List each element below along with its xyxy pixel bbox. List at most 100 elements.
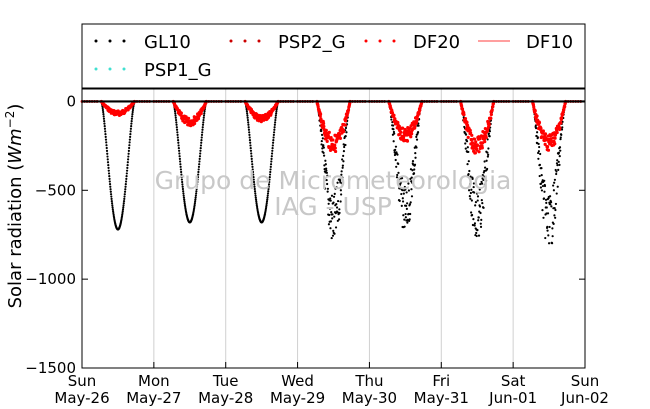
point-gl10 [267, 190, 270, 193]
point-gl10 [173, 110, 177, 113]
point-gl10 [471, 177, 474, 180]
point-gl10 [542, 197, 546, 200]
point-gl10 [201, 123, 205, 126]
point-df20 [469, 138, 474, 142]
point-gl10 [194, 196, 197, 199]
legend: GL10 PSP2_G DF20 DF10 PSP1_G [81, 23, 586, 89]
point-gl10 [548, 225, 551, 229]
point-gl10 [325, 171, 328, 174]
point-gl10 [488, 135, 491, 138]
point-gl10 [415, 135, 418, 138]
point-gl10 [337, 218, 341, 221]
point-gl10 [246, 114, 249, 117]
point-gl10 [407, 182, 410, 185]
point-gl10 [120, 215, 124, 218]
point-gl10 [174, 112, 177, 115]
point-gl10 [469, 191, 472, 195]
point-gl10 [179, 160, 182, 163]
point-gl10 [405, 207, 408, 210]
point-gl10 [415, 138, 419, 141]
point-gl10 [248, 133, 251, 136]
x-tick-date-6: Jun-01 [488, 389, 537, 407]
point-gl10 [183, 198, 186, 201]
point-gl10 [467, 189, 471, 192]
point-gl10 [106, 152, 109, 155]
point-gl10 [104, 135, 107, 138]
point-gl10 [480, 182, 484, 185]
point-gl10 [328, 213, 331, 217]
point-df20 [483, 140, 487, 144]
point-gl10 [129, 135, 132, 138]
point-gl10 [475, 192, 479, 195]
y-axis-ticks: 0 −500 −1000 −1500 [25, 92, 585, 377]
point-gl10 [249, 149, 253, 152]
x-tick-weekday-5: Fri [432, 372, 450, 390]
point-gl10 [265, 205, 268, 208]
point-gl10 [104, 130, 107, 133]
point-gl10 [274, 121, 277, 124]
point-gl10 [253, 183, 256, 186]
point-gl10 [464, 147, 467, 150]
point-gl10 [467, 173, 470, 176]
point-gl10 [534, 124, 537, 127]
point-gl10 [402, 192, 405, 195]
point-gl10 [125, 172, 128, 175]
point-gl10 [107, 169, 110, 172]
legend-label-psp2-g: PSP2_G [278, 32, 346, 53]
point-gl10 [249, 144, 252, 147]
point-gl10 [181, 180, 184, 184]
point-gl10 [404, 216, 407, 219]
point-gl10 [322, 154, 326, 157]
point-gl10 [270, 157, 273, 160]
point-gl10 [196, 175, 200, 179]
point-df20 [465, 120, 469, 124]
point-gl10 [255, 200, 258, 203]
point-gl10 [341, 176, 344, 179]
point-gl10 [127, 152, 130, 155]
point-gl10 [477, 216, 480, 219]
point-gl10 [553, 178, 557, 181]
point-df20 [489, 112, 493, 117]
point-gl10 [472, 218, 475, 221]
point-gl10 [342, 154, 345, 157]
point-df20 [331, 138, 335, 142]
point-gl10 [335, 206, 339, 209]
point-gl10 [102, 115, 105, 118]
point-df20 [405, 139, 410, 143]
point-gl10 [486, 138, 489, 141]
point-gl10 [397, 171, 400, 174]
point-gl10 [330, 194, 334, 197]
point-gl10 [554, 202, 558, 206]
point-gl10 [330, 236, 333, 240]
point-gl10 [131, 113, 134, 116]
point-df20 [321, 121, 326, 126]
point-gl10 [193, 204, 196, 207]
point-df20 [560, 116, 564, 120]
point-gl10 [484, 166, 487, 169]
point-gl10 [340, 173, 343, 176]
point-gl10 [128, 144, 131, 147]
point-gl10 [471, 213, 474, 217]
point-gl10 [393, 132, 396, 135]
point-gl10 [123, 197, 126, 200]
point-gl10 [124, 180, 128, 183]
point-gl10 [253, 187, 256, 191]
point-gl10 [123, 193, 126, 196]
point-gl10 [179, 165, 182, 168]
point-gl10 [341, 158, 344, 161]
point-gl10 [470, 199, 473, 202]
point-gl10 [106, 158, 109, 161]
point-df20 [478, 137, 482, 141]
point-df20 [537, 121, 542, 125]
point-gl10 [125, 175, 128, 178]
point-gl10 [102, 117, 106, 120]
point-gl10 [249, 141, 252, 144]
point-gl10 [108, 183, 112, 186]
point-gl10 [197, 168, 200, 171]
point-gl10 [268, 178, 271, 181]
point-gl10 [397, 178, 400, 181]
x-tick-date-4: May-30 [342, 389, 397, 407]
point-gl10 [105, 144, 108, 147]
point-gl10 [488, 130, 492, 133]
